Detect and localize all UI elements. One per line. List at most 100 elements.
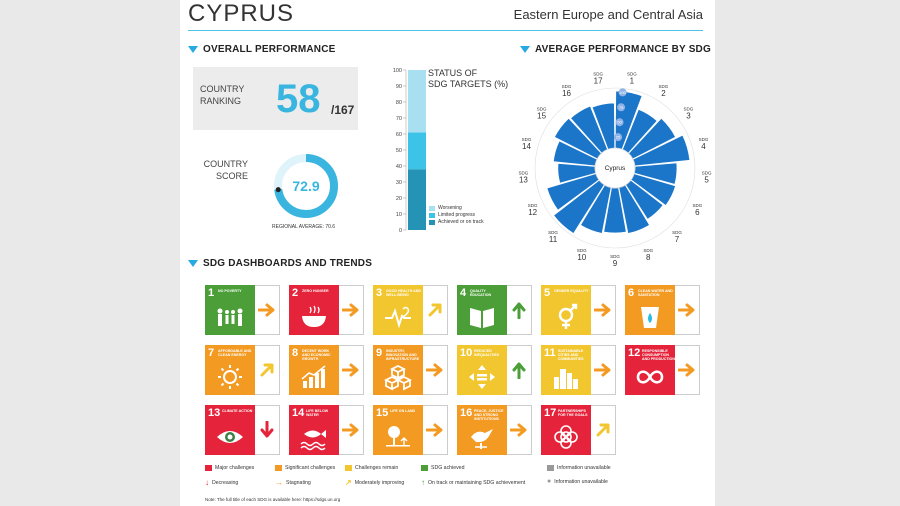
sdg-tile-number: 16 — [460, 407, 473, 419]
status-legend: Worsening Limited progress Achieved or o… — [429, 205, 484, 226]
status-tick-label: 20 — [396, 196, 402, 202]
legend-info-unavailable: Information unavailable — [547, 465, 611, 471]
radar-label-sdg-word: SDG — [562, 84, 572, 89]
radar-label-sdg-9: 9 — [613, 259, 618, 268]
status-tick-label: 10 — [396, 212, 402, 218]
status-tick-label: 0 — [399, 228, 402, 234]
average-performance-heading: AVERAGE PERFORMANCE BY SDG — [520, 44, 711, 55]
radar-ring-label: 50 — [617, 120, 622, 125]
radar-label-sdg-word: SDG — [684, 107, 694, 112]
sdg-tile-number: 15 — [376, 407, 389, 419]
triangle-bullet-icon — [188, 46, 198, 53]
sdg-tile-number: 14 — [292, 407, 305, 419]
radar-ring-label: 100 — [619, 90, 626, 95]
trend-arrow-right-icon — [423, 345, 448, 395]
radar-label-sdg-8: 8 — [646, 253, 651, 262]
sdg-tile-title: QUALITY EDUCATION — [470, 289, 492, 298]
sdg-tile-13: 13 CLIMATE ACTION — [205, 405, 280, 455]
sdg-tile-10: 10 REDUCED INEQUALITIES — [457, 345, 532, 395]
radar-ring-badge — [615, 118, 624, 127]
sdg-tile-square: 8 DECENT WORK AND ECONOMIC GROWTH — [289, 345, 339, 395]
sdg-tile-8: 8 DECENT WORK AND ECONOMIC GROWTH — [289, 345, 364, 395]
sdg-tile-number: 9 — [376, 347, 383, 359]
status-legend-worsening: Worsening — [429, 205, 484, 212]
gender-icon — [551, 303, 581, 331]
radar-guide-ring — [534, 87, 696, 249]
legend-decreasing: ↓ Decreasing — [205, 478, 239, 487]
sdg-tile-title: PARTNERSHIPS FOR THE GOALS — [558, 409, 588, 418]
trend-arrow-right-icon — [675, 345, 700, 395]
status-tick-label: 60 — [396, 132, 402, 138]
sdg-tile-square: 9 INDUSTRY, INNOVATION AND INFRASTRUCTURE — [373, 345, 423, 395]
sdg-tile-square: 6 CLEAN WATER AND SANITATION — [625, 285, 675, 335]
infinity-icon — [635, 363, 665, 391]
status-tick-label: 50 — [396, 148, 402, 154]
status-tick-label: 40 — [396, 164, 402, 170]
trend-arrow-right-icon — [423, 405, 448, 455]
status-tick-label: 30 — [396, 180, 402, 186]
radar-label-sdg-word: SDG — [577, 248, 587, 253]
status-segment-limited-progress — [408, 132, 426, 170]
triangle-bullet-icon — [188, 260, 198, 267]
radar-ring-badge — [617, 103, 626, 112]
sdg-tile-title: INDUSTRY, INNOVATION AND INFRASTRUCTURE — [386, 349, 420, 362]
country-title: CYPRUS — [188, 0, 295, 27]
sdg-tile-square: 12 RESPONSIBLE CONSUMPTION AND PRODUCTION — [625, 345, 675, 395]
sdg-tile-title: ZERO HUNGER — [302, 289, 329, 293]
regional-average-text: REGIONAL AVERAGE: 70.6 — [272, 224, 336, 230]
sdg-tile-title: GOOD HEALTH AND WELL-BEING — [386, 289, 421, 298]
radar-label-sdg-word: SDG — [672, 230, 682, 235]
sdg-tile-number: 13 — [208, 407, 221, 419]
sdg-radial-chart: SDG1SDG2SDG3SDG4SDG5SDG6SDG7SDG8SDG9SDG1… — [519, 72, 712, 268]
trend-arrow-right-icon — [339, 285, 364, 335]
sdg-tile-number: 3 — [376, 287, 383, 299]
radar-label-sdg-17: 17 — [594, 77, 603, 86]
radar-label-sdg-5: 5 — [704, 175, 709, 184]
sdg-tile-number: 6 — [628, 287, 635, 299]
sdg-tile-12: 12 RESPONSIBLE CONSUMPTION AND PRODUCTION — [625, 345, 700, 395]
overall-performance-heading: OVERALL PERFORMANCE — [188, 44, 336, 55]
sdg-tile-5: 5 GENDER EQUALITY — [541, 285, 616, 335]
dove-icon — [467, 423, 497, 451]
radar-center-circle — [594, 147, 636, 189]
trend-arrow-down-icon — [255, 405, 280, 455]
status-tick-label: 90 — [396, 84, 402, 90]
country-ranking-box: COUNTRY RANKING 58 /167 — [193, 67, 358, 130]
sdg-tile-number: 4 — [460, 287, 467, 299]
donut-score-arc — [274, 154, 338, 218]
sdg-tile-square: 3 GOOD HEALTH AND WELL-BEING — [373, 285, 423, 335]
radar-label-sdg-4: 4 — [701, 142, 706, 151]
book-icon — [467, 303, 497, 331]
sdg-tile-number: 8 — [292, 347, 299, 359]
legend-on-track: ↑ On track or maintaining SDG achievement — [421, 478, 526, 487]
equality-icon — [467, 363, 497, 391]
legend-moderately: ↗ Moderately improving — [345, 478, 405, 487]
radar-center-label: Cyprus — [605, 165, 626, 172]
sdg-tile-17: 17 PARTNERSHIPS FOR THE GOALS — [541, 405, 616, 455]
radar-label-sdg-word: SDG — [659, 84, 669, 89]
fish-icon — [299, 423, 329, 451]
sdg-tile-title: LIFE ON LAND — [390, 409, 416, 413]
status-title-line1: STATUS OF — [428, 68, 478, 78]
heartbeat-icon — [383, 303, 413, 331]
radar-label-sdg-word: SDG — [643, 248, 653, 253]
sdg-dashboards-heading-text: SDG DASHBOARDS AND TRENDS — [203, 258, 373, 269]
radar-ring-label: 75 — [619, 105, 624, 110]
score-label-line2: SCORE — [215, 171, 248, 181]
sdg-tile-title: SUSTAINABLE CITIES AND COMMUNITIES — [558, 349, 584, 362]
trend-arrow-right-icon — [675, 285, 700, 335]
sdg-tile-title: DECENT WORK AND ECONOMIC GROWTH — [302, 349, 331, 362]
radar-label-sdg-word: SDG — [593, 72, 603, 77]
country-score-donut — [274, 154, 338, 218]
legend-achieved: SDG achieved — [421, 465, 464, 471]
trend-arrow-right-icon — [339, 405, 364, 455]
sdg-tile-square: 5 GENDER EQUALITY — [541, 285, 591, 335]
trend-arrow-up-icon — [507, 345, 532, 395]
radar-label-sdg-word: SDG — [537, 107, 547, 112]
rings-icon — [551, 423, 581, 451]
radar-label-sdg-word: SDG — [702, 170, 712, 175]
country-rank-total: /167 — [331, 103, 355, 117]
sdg-tile-square: 7 AFFORDABLE AND CLEAN ENERGY — [205, 345, 255, 395]
title-divider — [188, 30, 703, 31]
radar-label-sdg-word: SDG — [548, 230, 558, 235]
